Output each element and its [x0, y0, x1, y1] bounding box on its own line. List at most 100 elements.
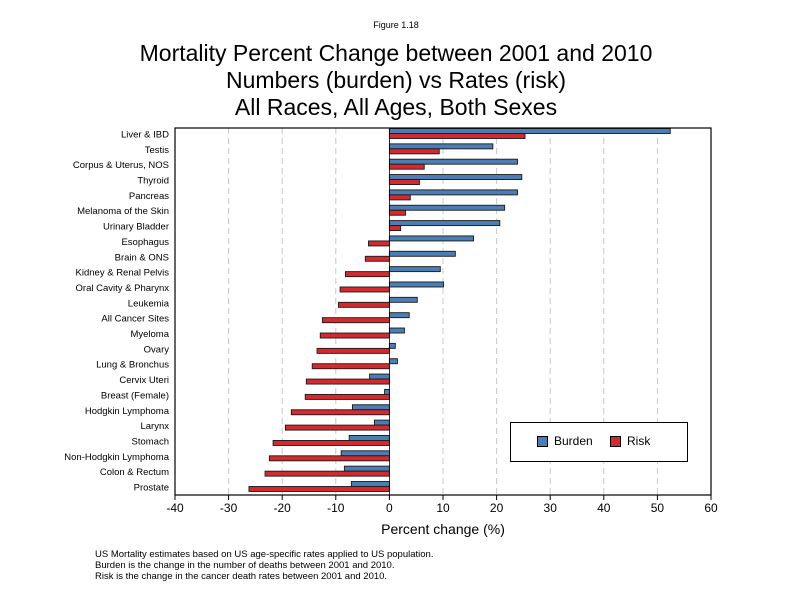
category-label: Melanoma of the Skin: [77, 206, 169, 217]
category-label: Esophagus: [121, 237, 169, 248]
category-label: Corpus & Uterus, NOS: [73, 160, 169, 171]
bar-risk: [388, 133, 526, 139]
bar-risk: [364, 255, 390, 262]
bar-risk: [338, 301, 390, 308]
legend-label-risk: Risk: [627, 434, 651, 448]
bar-burden: [388, 204, 506, 211]
category-label: Colon & Rectum: [100, 467, 169, 478]
x-axis-ticks: -40 -30 -20 -10 0 10 20 30 40 50 60: [166, 495, 718, 515]
category-labels: Liver & IBD Testis Corpus & Uterus, NOS Thy…: [64, 130, 169, 494]
category-label: Cervix Uteri: [119, 375, 169, 386]
category-label: Non-Hodgkin Lymphoma: [64, 452, 169, 463]
bar-risk: [388, 194, 411, 201]
bar-burden: [388, 143, 494, 150]
legend: Burden Risk: [510, 422, 688, 462]
chart-subtitle-2: All Races, All Ages, Both Sexes: [234, 94, 558, 120]
bar-risk: [368, 240, 390, 247]
legend-label-burden: Burden: [554, 434, 593, 448]
bar-burden: [373, 419, 390, 426]
bar-burden: [388, 342, 396, 349]
bar-burden: [388, 281, 444, 288]
bar-risk: [388, 163, 425, 170]
category-label: Stomach: [132, 436, 170, 447]
footnote: US Mortality estimates based on US age-s…: [95, 549, 434, 560]
bar-burden: [388, 327, 405, 334]
legend-item-risk: Risk: [610, 434, 650, 448]
bar-risk: [272, 440, 390, 446]
bar-burden: [384, 388, 390, 395]
bar-risk: [268, 455, 390, 462]
x-tick-label: -20: [274, 501, 292, 515]
x-tick-label: -30: [220, 501, 238, 515]
bar-burden: [388, 296, 418, 303]
bar-burden: [388, 189, 518, 196]
bar-risk: [290, 409, 390, 416]
category-label: Liver & IBD: [121, 130, 169, 141]
bar-burden: [388, 235, 475, 242]
category-label: Prostate: [134, 483, 169, 494]
chart-subtitle-1: Numbers (burden) vs Rates (risk): [226, 67, 566, 93]
legend-swatch-risk: [610, 435, 621, 447]
footnote: Risk is the change in the cancer death r…: [95, 571, 388, 582]
bar-burden: [388, 250, 456, 257]
x-tick-label: -40: [166, 501, 184, 515]
bar-risk: [344, 271, 390, 278]
x-tick-label: 0: [386, 501, 393, 515]
bar-risk: [264, 470, 390, 477]
footnote: Burden is the change in the number of de…: [95, 560, 395, 571]
bar-burden: [343, 465, 390, 472]
x-tick-label: 10: [436, 501, 450, 515]
bar-burden: [388, 312, 410, 319]
category-label: Urinary Bladder: [103, 222, 169, 233]
bar-burden: [388, 266, 441, 273]
category-label: Leukemia: [128, 298, 170, 309]
chart-title: Mortality Percent Change between 2001 an…: [139, 40, 653, 66]
category-label: Brain & ONS: [115, 252, 169, 263]
bar-risk: [388, 225, 402, 232]
bar-risk: [248, 486, 390, 492]
category-label: Hodgkin Lymphoma: [85, 406, 170, 417]
category-label: All Cancer Sites: [101, 314, 169, 325]
bar-risk: [321, 317, 390, 324]
x-tick-label: 60: [704, 501, 718, 515]
category-label: Ovary: [144, 344, 170, 355]
bar-risk: [388, 179, 420, 185]
bar-burden: [351, 404, 390, 411]
bar-risk: [319, 332, 390, 339]
category-label: Lung & Bronchus: [96, 360, 169, 371]
bar-risk: [339, 286, 390, 293]
footnotes: US Mortality estimates based on US age-s…: [95, 549, 433, 582]
bar-risk: [311, 363, 390, 370]
bar-burden: [388, 358, 398, 365]
bar-risk: [305, 378, 390, 385]
figure-label: Figure 1.18: [373, 20, 419, 30]
x-tick-label: 20: [490, 501, 504, 515]
bar-burden: [350, 481, 390, 487]
bar-risk: [388, 209, 406, 216]
legend-swatch-burden: [537, 435, 548, 447]
bar-burden: [369, 373, 390, 380]
x-tick-label: 30: [544, 501, 558, 515]
category-label: Larynx: [140, 421, 169, 432]
category-label: Myeloma: [130, 329, 169, 340]
x-tick-label: 50: [651, 501, 665, 515]
category-label: Testis: [145, 145, 170, 156]
x-tick-label: -10: [327, 501, 345, 515]
bar-burden: [348, 435, 390, 441]
bar-burden: [388, 158, 518, 165]
category-label: Kidney & Renal Pelvis: [76, 268, 170, 279]
bar-risk: [304, 393, 390, 400]
bar-burden: [388, 128, 671, 134]
category-label: Oral Cavity & Pharynx: [76, 283, 170, 294]
bars: [248, 128, 671, 495]
bar-burden: [388, 174, 523, 180]
legend-item-burden: Burden: [537, 434, 593, 448]
x-axis-label: Percent change (%): [381, 521, 505, 537]
x-tick-label: 40: [597, 501, 611, 515]
bar-risk: [316, 347, 390, 354]
bar-risk: [284, 424, 390, 431]
bar-burden: [388, 220, 501, 227]
category-label: Thyroid: [137, 176, 169, 187]
bar-burden: [340, 450, 390, 457]
